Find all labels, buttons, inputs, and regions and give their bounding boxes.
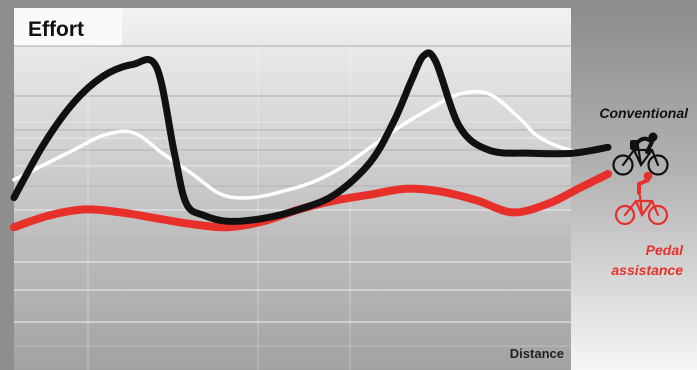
legend-conventional: Conventional bbox=[599, 105, 688, 121]
chart-title: Effort bbox=[28, 18, 84, 41]
curves bbox=[10, 49, 612, 232]
legend-pedal-line1: Pedal bbox=[645, 242, 683, 258]
series-line-conventional bbox=[10, 49, 612, 225]
legend-conventional-label: Conventional bbox=[599, 105, 688, 121]
series-line-unnamed-series bbox=[12, 89, 586, 200]
legend-pedal-assistance: Pedal assistance bbox=[611, 240, 683, 280]
title-box bbox=[14, 8, 122, 46]
legend-panel bbox=[571, 8, 697, 370]
legend-pedal-line2: assistance bbox=[611, 262, 683, 278]
e-bike-cyclist-icon bbox=[614, 171, 669, 226]
x-axis-label: Distance bbox=[509, 346, 564, 361]
cyclist-icon bbox=[612, 132, 669, 176]
grid-lines bbox=[14, 45, 571, 370]
